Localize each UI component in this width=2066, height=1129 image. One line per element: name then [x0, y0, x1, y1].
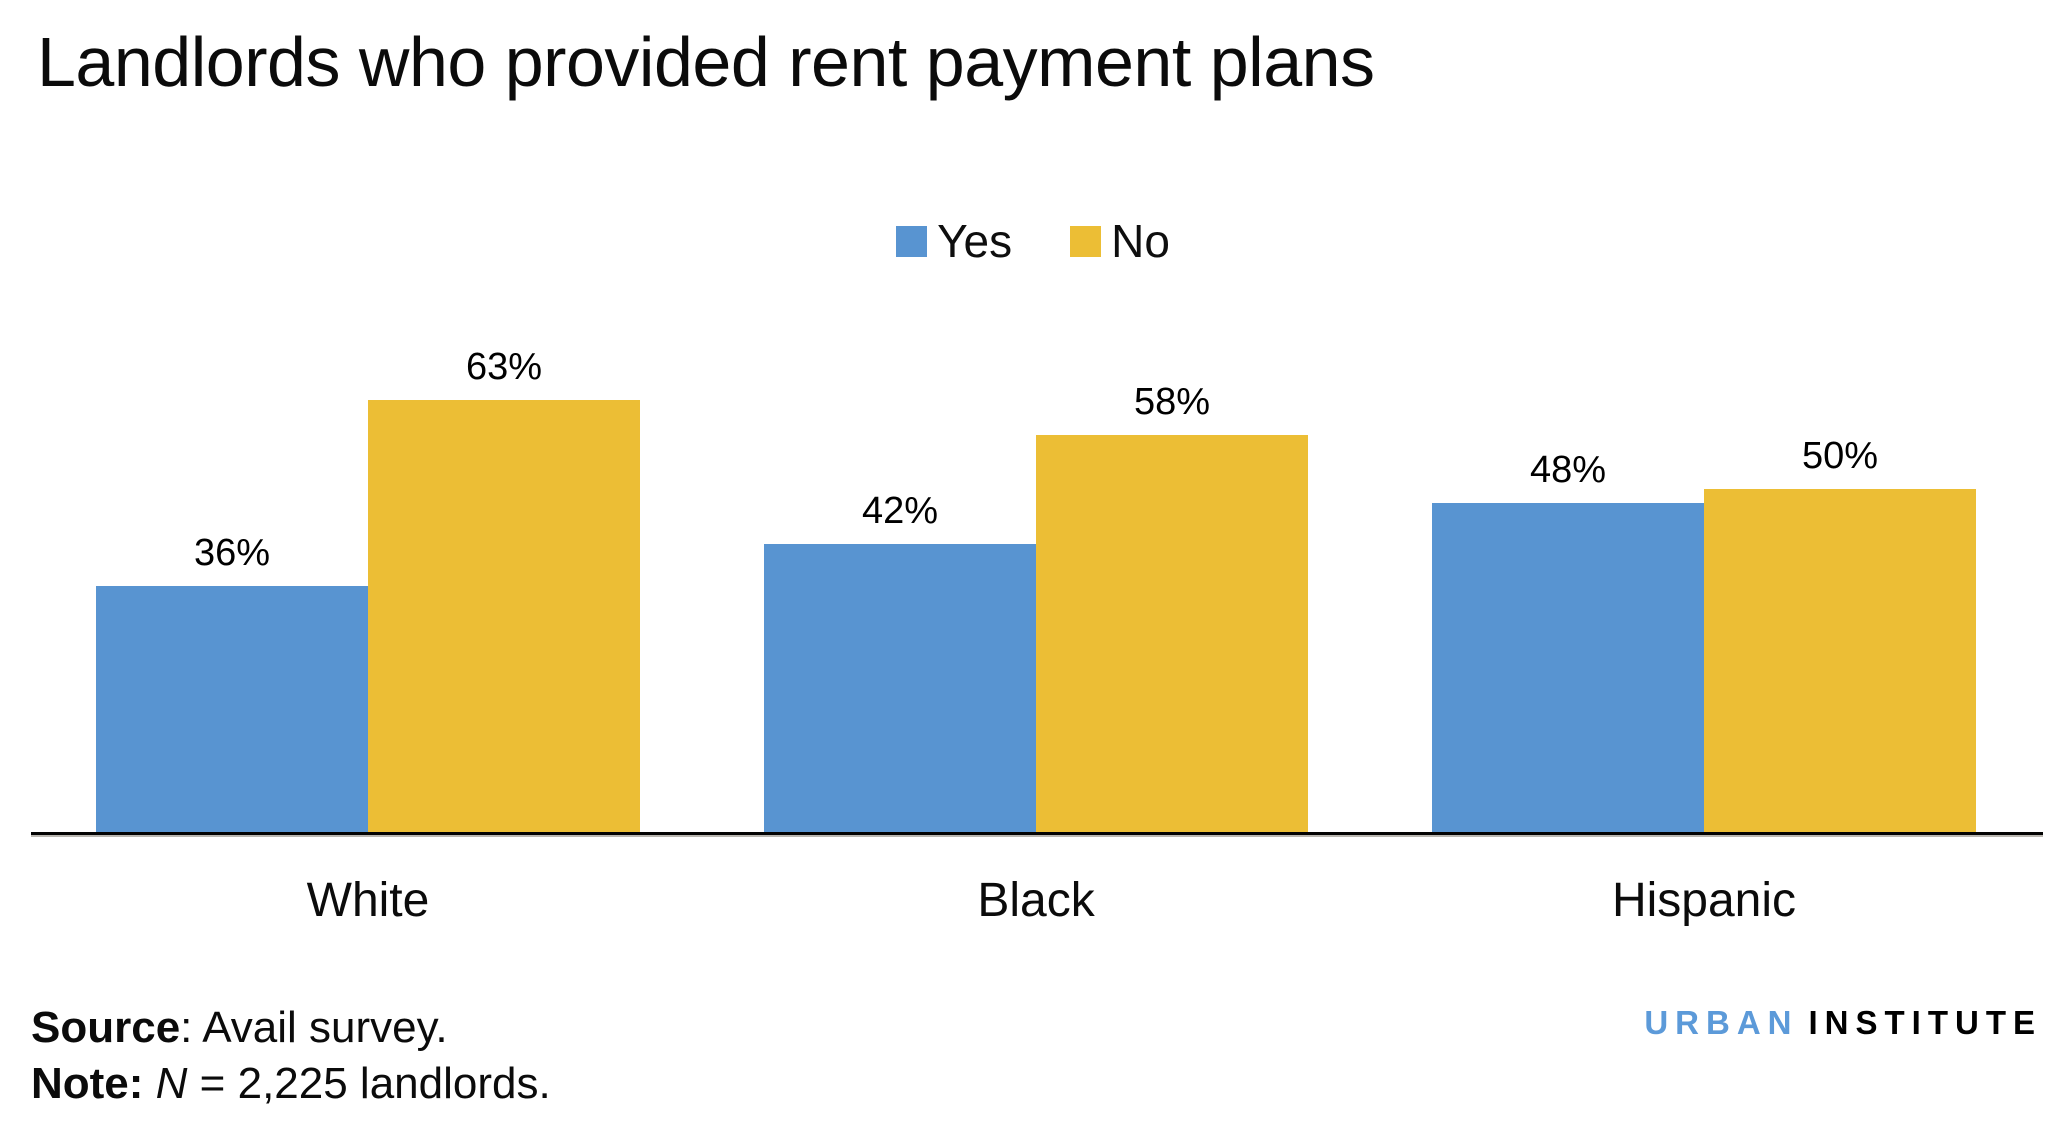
- value-label: 58%: [1133, 381, 1211, 423]
- category-label-white: White: [306, 874, 430, 927]
- value-label: 63%: [465, 346, 543, 388]
- legend: Yes No: [0, 218, 2066, 264]
- value-label: 42%: [861, 490, 939, 532]
- urban-institute-logo: URBAN INSTITUTE: [1644, 1004, 2042, 1042]
- footer-notes: Source: Avail survey. Note: N = 2,225 la…: [31, 1000, 551, 1112]
- logo-urban-text: URBAN: [1644, 1004, 1799, 1041]
- source-label: Source: [31, 1003, 181, 1052]
- source-line: Source: Avail survey.: [31, 1000, 551, 1056]
- bar-group-hispanic: 48% 50%: [1432, 437, 1976, 833]
- note-label: Note:: [31, 1059, 144, 1108]
- note-line: Note: N = 2,225 landlords.: [31, 1056, 551, 1112]
- chart-title: Landlords who provided rent payment plan…: [37, 23, 1375, 101]
- bar-column: 48%: [1432, 451, 1704, 833]
- bar-column: 50%: [1704, 437, 1976, 833]
- bar-column: 42%: [764, 492, 1036, 833]
- legend-swatch-no-icon: [1070, 225, 1102, 257]
- bar-group-white: 36% 63%: [96, 348, 640, 833]
- bar-column: 58%: [1036, 383, 1308, 833]
- bar-black-no: [1036, 435, 1308, 833]
- logo-institute-text: INSTITUTE: [1808, 1004, 2042, 1041]
- category-label-black: Black: [977, 874, 1095, 927]
- bar-group-black: 42% 58%: [764, 383, 1308, 833]
- legend-swatch-yes-icon: [896, 225, 928, 257]
- x-axis-line: [31, 832, 2043, 837]
- bar-hispanic-no: [1704, 489, 1976, 833]
- bar-hispanic-yes: [1432, 503, 1704, 833]
- bar-column: 63%: [368, 348, 640, 833]
- bar-column: 36%: [96, 534, 368, 833]
- bar-white-no: [368, 400, 640, 833]
- legend-label-yes: Yes: [937, 215, 1013, 267]
- source-text: : Avail survey.: [180, 1003, 448, 1052]
- category-label-hispanic: Hispanic: [1611, 874, 1797, 927]
- bar-groups: 36% 63% 42% 58%: [31, 333, 2043, 833]
- legend-label-no: No: [1111, 215, 1170, 267]
- plot-area: 36% 63% 42% 58%: [31, 333, 2043, 833]
- legend-item-no: No: [1070, 218, 1170, 264]
- note-n-symbol: N: [155, 1059, 188, 1108]
- bar-white-yes: [96, 586, 368, 833]
- bar-black-yes: [764, 544, 1036, 833]
- value-label: 50%: [1801, 435, 1879, 477]
- value-label: 48%: [1529, 449, 1607, 491]
- value-label: 36%: [193, 532, 271, 574]
- note-text: = 2,225 landlords.: [187, 1059, 551, 1108]
- category-axis-labels: White Black Hispanic: [31, 872, 2043, 930]
- legend-item-yes: Yes: [896, 218, 1012, 264]
